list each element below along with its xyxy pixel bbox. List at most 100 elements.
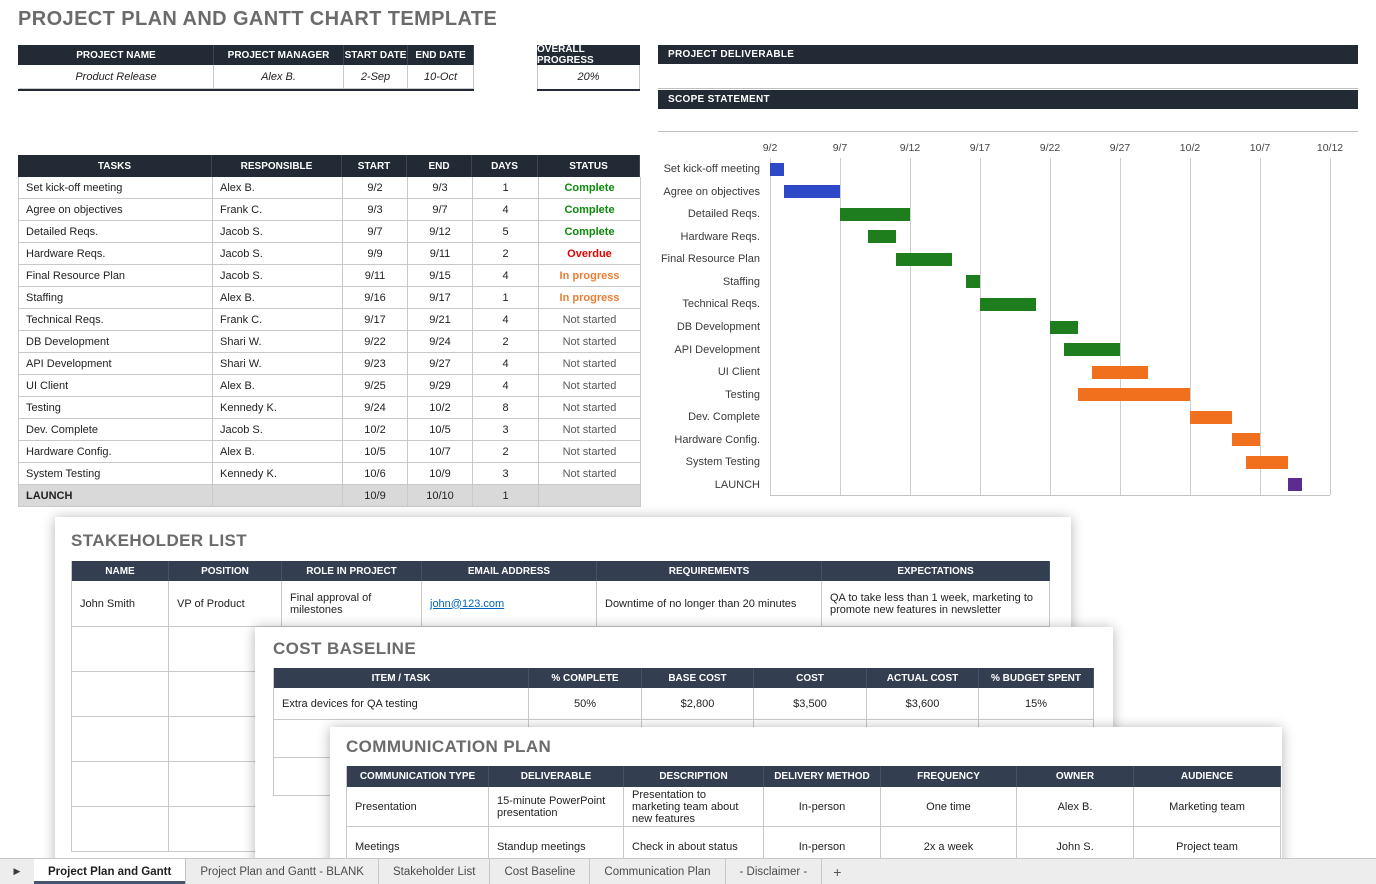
- email-link[interactable]: john@123.com: [430, 597, 505, 610]
- tasks-cell[interactable]: In progress: [539, 265, 641, 287]
- tasks-cell[interactable]: Technical Reqs.: [19, 309, 213, 331]
- tasks-cell[interactable]: Staffing: [19, 287, 213, 309]
- tasks-cell[interactable]: Overdue: [539, 243, 641, 265]
- communication-plan-table-cell[interactable]: Alex B.: [1017, 787, 1134, 827]
- tasks-cell[interactable]: 9/11: [408, 243, 473, 265]
- tasks-cell[interactable]: 10/5: [408, 419, 473, 441]
- stakeholder-table-empty-cell[interactable]: [72, 672, 169, 717]
- tasks-cell[interactable]: Not started: [539, 331, 641, 353]
- tasks-cell[interactable]: 9/17: [408, 287, 473, 309]
- tasks-cell[interactable]: 9/15: [408, 265, 473, 287]
- tasks-cell[interactable]: 9/11: [343, 265, 408, 287]
- cost-baseline-table-cell[interactable]: $3,600: [867, 688, 979, 720]
- tasks-cell[interactable]: Not started: [539, 309, 641, 331]
- cost-baseline-table-cell[interactable]: $3,500: [754, 688, 867, 720]
- stakeholder-table-cell[interactable]: john@123.com: [422, 581, 597, 627]
- communication-plan-table-cell[interactable]: Marketing team: [1134, 787, 1281, 827]
- tasks-cell[interactable]: 4: [473, 199, 539, 221]
- tasks-cell[interactable]: Shari W.: [213, 331, 343, 353]
- tasks-cell[interactable]: 4: [473, 309, 539, 331]
- tasks-cell[interactable]: Alex B.: [213, 441, 343, 463]
- sheet-tab-project-plan-and-gantt-blank[interactable]: Project Plan and Gantt - BLANK: [186, 859, 379, 884]
- tasks-cell[interactable]: 9/25: [343, 375, 408, 397]
- tasks-cell[interactable]: Not started: [539, 353, 641, 375]
- sheet-tab-cost-baseline[interactable]: Cost Baseline: [490, 859, 591, 884]
- stakeholder-table-empty-cell[interactable]: [72, 717, 169, 762]
- tasks-cell[interactable]: Not started: [539, 397, 641, 419]
- tasks-cell[interactable]: 2: [473, 331, 539, 353]
- tasks-cell[interactable]: Frank C.: [213, 309, 343, 331]
- tasks-cell[interactable]: 10/9: [343, 485, 408, 507]
- tasks-cell[interactable]: 9/7: [408, 199, 473, 221]
- tasks-cell[interactable]: Complete: [539, 221, 641, 243]
- tasks-cell[interactable]: 10/2: [343, 419, 408, 441]
- stakeholder-table-empty-cell[interactable]: [72, 762, 169, 807]
- tasks-cell[interactable]: 9/22: [343, 331, 408, 353]
- tasks-cell[interactable]: 8: [473, 397, 539, 419]
- overall-progress-value[interactable]: 20%: [537, 65, 640, 89]
- tasks-cell[interactable]: Alex B.: [213, 375, 343, 397]
- sheet-tab-project-plan-and-gantt[interactable]: Project Plan and Gantt: [34, 859, 187, 884]
- tasks-cell[interactable]: Complete: [539, 177, 641, 199]
- tasks-cell[interactable]: [213, 485, 343, 507]
- project-info-value-cell[interactable]: Product Release: [18, 65, 214, 89]
- sheet-nav-arrow-icon[interactable]: ▶: [13, 866, 21, 876]
- tasks-cell[interactable]: Not started: [539, 419, 641, 441]
- tasks-cell[interactable]: 1: [473, 287, 539, 309]
- tasks-cell[interactable]: 10/9: [408, 463, 473, 485]
- project-info-value-cell[interactable]: Alex B.: [214, 65, 344, 89]
- tasks-cell[interactable]: 9/24: [408, 331, 473, 353]
- tasks-cell[interactable]: 4: [473, 265, 539, 287]
- tasks-cell[interactable]: Shari W.: [213, 353, 343, 375]
- project-info-value-cell[interactable]: 2-Sep: [344, 65, 408, 89]
- project-deliverable-cell[interactable]: [658, 64, 1358, 89]
- add-sheet-button[interactable]: +: [833, 863, 842, 880]
- tasks-cell[interactable]: 9/29: [408, 375, 473, 397]
- stakeholder-table-cell[interactable]: VP of Product: [169, 581, 282, 627]
- tasks-cell[interactable]: Hardware Reqs.: [19, 243, 213, 265]
- tasks-cell[interactable]: LAUNCH: [19, 485, 213, 507]
- communication-plan-table-cell[interactable]: Presentation: [347, 787, 489, 827]
- tasks-cell[interactable]: 9/27: [408, 353, 473, 375]
- tasks-cell[interactable]: 9/3: [408, 177, 473, 199]
- tasks-cell[interactable]: Alex B.: [213, 287, 343, 309]
- tasks-cell[interactable]: 9/12: [408, 221, 473, 243]
- tasks-cell[interactable]: Alex B.: [213, 177, 343, 199]
- sheet-tab-stakeholder-list[interactable]: Stakeholder List: [379, 859, 491, 884]
- tasks-cell[interactable]: 4: [473, 375, 539, 397]
- sheet-tab-disclaimer[interactable]: - Disclaimer -: [726, 859, 823, 884]
- tasks-cell[interactable]: UI Client: [19, 375, 213, 397]
- tasks-cell[interactable]: 9/3: [343, 199, 408, 221]
- stakeholder-table-cell[interactable]: John Smith: [72, 581, 169, 627]
- scope-statement-cell[interactable]: [658, 109, 1358, 132]
- tasks-cell[interactable]: 9/16: [343, 287, 408, 309]
- tasks-cell[interactable]: 10/6: [343, 463, 408, 485]
- cost-baseline-table-cell[interactable]: 50%: [529, 688, 642, 720]
- stakeholder-table-cell[interactable]: Downtime of no longer than 20 minutes: [597, 581, 822, 627]
- stakeholder-table-cell[interactable]: QA to take less than 1 week, marketing t…: [822, 581, 1050, 627]
- tasks-cell[interactable]: 5: [473, 221, 539, 243]
- project-info-value-cell[interactable]: 10-Oct: [408, 65, 474, 89]
- tasks-cell[interactable]: 10/7: [408, 441, 473, 463]
- tasks-cell[interactable]: Not started: [539, 463, 641, 485]
- tasks-cell[interactable]: Complete: [539, 199, 641, 221]
- tasks-cell[interactable]: 2: [473, 243, 539, 265]
- tasks-cell[interactable]: 9/17: [343, 309, 408, 331]
- tasks-cell[interactable]: 3: [473, 419, 539, 441]
- tasks-cell[interactable]: Agree on objectives: [19, 199, 213, 221]
- tasks-cell[interactable]: Not started: [539, 441, 641, 463]
- stakeholder-table-empty-cell[interactable]: [72, 807, 169, 852]
- tasks-cell[interactable]: Jacob S.: [213, 243, 343, 265]
- tasks-cell[interactable]: API Development: [19, 353, 213, 375]
- stakeholder-table-cell[interactable]: Final approval of milestones: [282, 581, 422, 627]
- tasks-cell[interactable]: Final Resource Plan: [19, 265, 213, 287]
- tasks-cell[interactable]: DB Development: [19, 331, 213, 353]
- stakeholder-table-empty-cell[interactable]: [72, 627, 169, 672]
- tasks-cell[interactable]: Not started: [539, 375, 641, 397]
- communication-plan-table-cell[interactable]: Presentation to marketing team about new…: [624, 787, 764, 827]
- tasks-cell[interactable]: 2: [473, 441, 539, 463]
- tasks-cell[interactable]: Jacob S.: [213, 419, 343, 441]
- tasks-cell[interactable]: [539, 485, 641, 507]
- tasks-cell[interactable]: 9/9: [343, 243, 408, 265]
- tasks-cell[interactable]: 9/2: [343, 177, 408, 199]
